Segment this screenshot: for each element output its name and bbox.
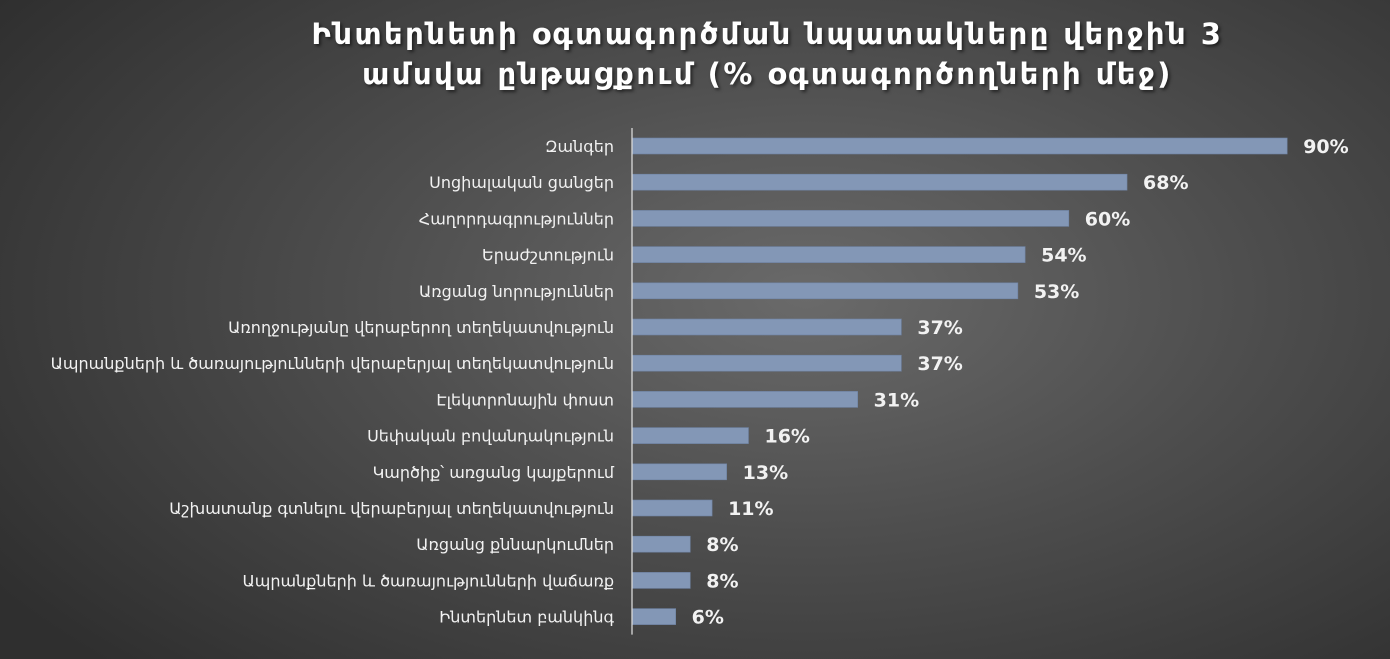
value-label: 54% bbox=[1041, 245, 1086, 267]
category-label: Էլեկտրոնային փոստ bbox=[436, 390, 614, 409]
bar bbox=[631, 463, 727, 481]
bar bbox=[631, 391, 858, 408]
bar bbox=[631, 427, 749, 444]
value-label: 68% bbox=[1143, 172, 1188, 194]
value-label: 37% bbox=[917, 353, 962, 375]
bar bbox=[631, 354, 902, 372]
bar bbox=[631, 173, 1128, 191]
value-label: 31% bbox=[874, 389, 919, 411]
category-label: Առողջությանը վերաբերող տեղեկատվություն bbox=[228, 318, 614, 337]
category-label: Զանգեր bbox=[545, 137, 614, 156]
category-label: Երաժշտություն bbox=[482, 246, 614, 265]
bar bbox=[631, 318, 902, 336]
value-label: 11% bbox=[728, 498, 773, 520]
bar bbox=[631, 246, 1026, 263]
bar bbox=[631, 499, 713, 517]
category-label: Առցանց քննարկումներ bbox=[416, 535, 614, 554]
bar bbox=[631, 210, 1070, 227]
bar bbox=[631, 137, 1288, 155]
value-label: 90% bbox=[1303, 136, 1348, 158]
value-label: 16% bbox=[764, 426, 809, 448]
chart-title-line-1: Ինտերնետի օգտագործման նպատակները վերջին … bbox=[311, 17, 1224, 51]
bar bbox=[631, 535, 691, 553]
category-label: Կարծիք՝ առցանց կայքերում bbox=[373, 463, 615, 482]
value-label: 6% bbox=[692, 607, 724, 629]
category-label: Սեփական բովանդակություն bbox=[367, 427, 614, 446]
value-label: 53% bbox=[1034, 281, 1079, 303]
category-label: Սոցիալական ցանցեր bbox=[429, 173, 614, 192]
chart-title-line-2: ամսվա ընթացքում (% օգտագործողների մեջ) bbox=[362, 57, 1173, 91]
category-label: Հաղորդագրություններ bbox=[419, 209, 614, 228]
value-label: 37% bbox=[917, 317, 962, 339]
value-label: 60% bbox=[1085, 208, 1130, 230]
category-label: Առցանց նորություններ bbox=[419, 282, 614, 301]
value-label: 13% bbox=[743, 462, 788, 484]
value-label: 8% bbox=[706, 570, 738, 592]
category-label: Ինտերնետ բանկինգ bbox=[439, 608, 614, 627]
category-label: Ապրանքների և ծառայությունների վաճառք bbox=[242, 571, 614, 590]
category-label: Աշխատանք գտնելու վերաբերյալ տեղեկատվությ… bbox=[169, 499, 614, 518]
chart-title: Ինտերնետի օգտագործման նպատակները վերջին … bbox=[0, 14, 1390, 94]
category-labels-group: Զանգեր Սոցիալական ցանցեր Հաղորդագրությունն… bbox=[51, 137, 615, 627]
value-label: 8% bbox=[706, 534, 738, 556]
bar bbox=[631, 282, 1019, 300]
value-labels-group: 90% 68% 60% 54% 53% 37% 37% 31% 16% 13% 11% 8% 8% 6% bbox=[692, 136, 1349, 629]
bar bbox=[631, 572, 691, 589]
category-label: Ապրանքների և ծառայությունների վերաբերյալ… bbox=[51, 354, 614, 373]
bar bbox=[631, 608, 676, 625]
